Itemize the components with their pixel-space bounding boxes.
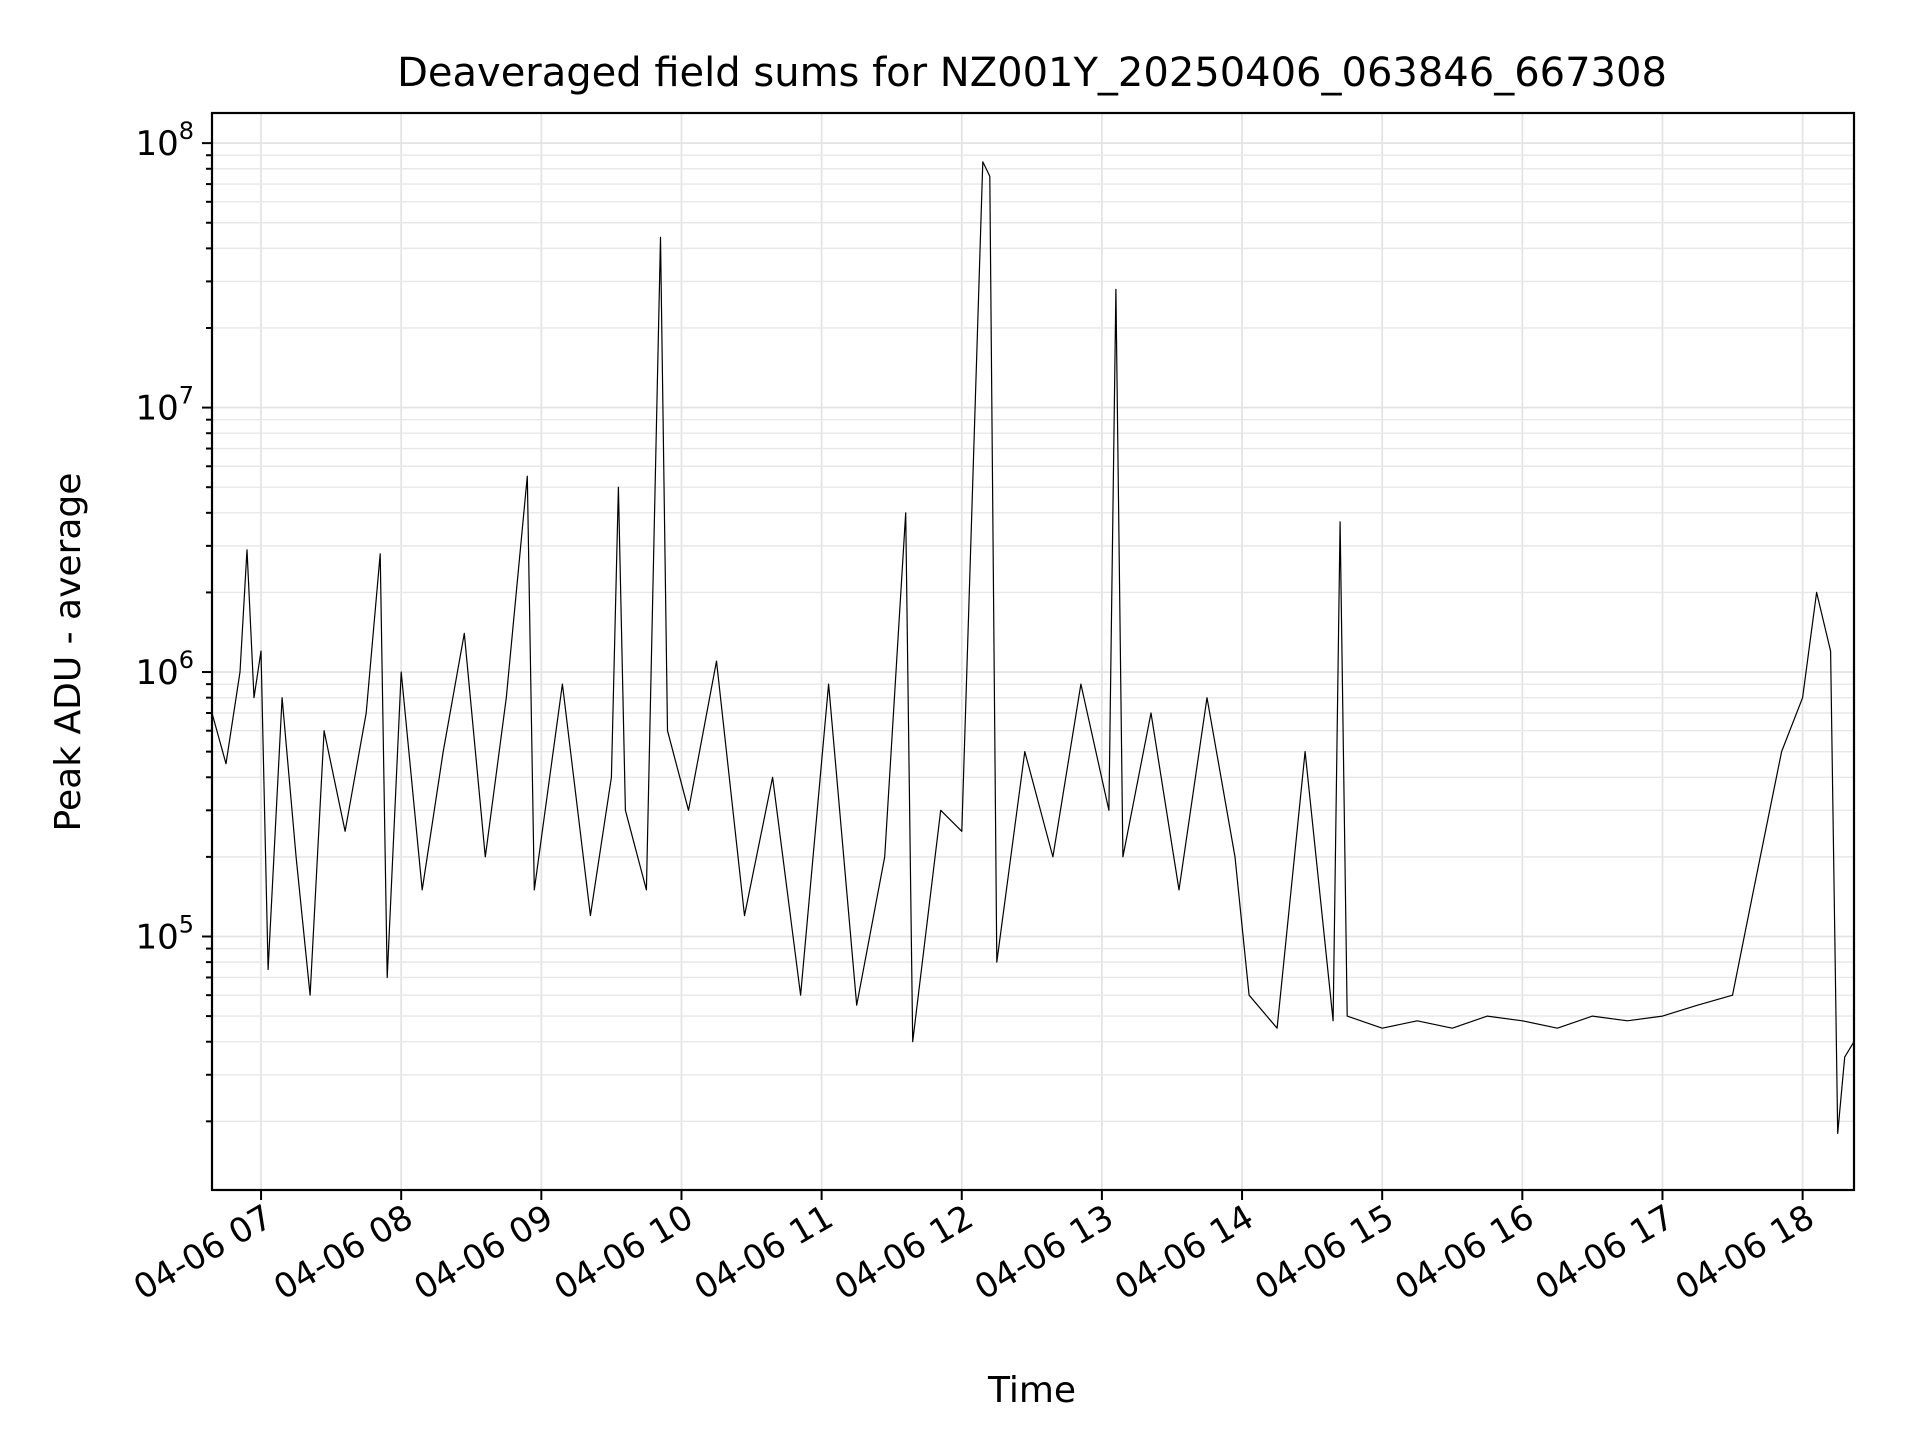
chart-title: Deaveraged field sums for NZ001Y_2025040… (397, 50, 1667, 96)
y-tick-base: 10 (135, 389, 178, 429)
grid (212, 113, 1854, 1190)
series-layer (211, 161, 1855, 1134)
y-tick-base: 10 (135, 124, 178, 164)
series-line (211, 161, 1855, 1134)
plot-frame (210, 111, 1856, 1192)
y-tick-label: 108 (135, 117, 194, 164)
y-tick-exponent: 7 (179, 382, 194, 410)
y-axis-label: Peak ADU - average (48, 473, 89, 832)
y-tick-exponent: 8 (179, 117, 194, 145)
y-tick-label: 106 (135, 646, 194, 693)
y-tick-base: 10 (135, 917, 178, 957)
y-tick-exponent: 6 (179, 646, 194, 674)
y-tick-base: 10 (135, 653, 178, 693)
y-tick-label: 105 (135, 910, 194, 957)
y-tick-label: 107 (135, 382, 194, 429)
y-tick-exponent: 5 (179, 910, 194, 938)
x-axis-label: Time (987, 1370, 1076, 1411)
